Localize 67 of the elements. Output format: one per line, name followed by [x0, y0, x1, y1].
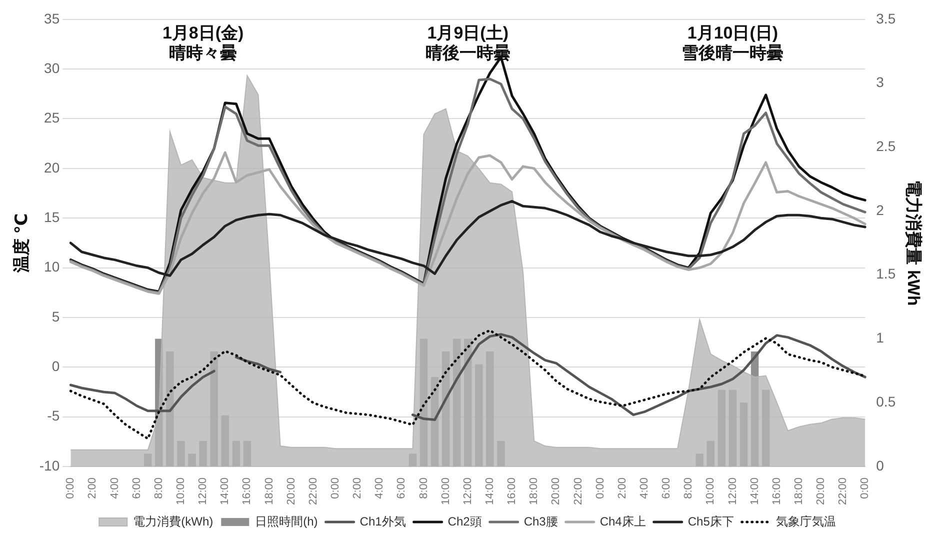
- x-tick-label: 6:00: [660, 477, 673, 499]
- y-tick-label: 30: [44, 60, 60, 76]
- x-tick-label: 4:00: [108, 477, 121, 499]
- legend-label: 気象庁気温: [776, 514, 836, 528]
- legend-label: 日照時間(h): [255, 514, 318, 528]
- y2-tick-label: 1: [876, 330, 884, 346]
- x-tick-label: 16:00: [506, 477, 518, 506]
- x-tick-label: 2:00: [616, 477, 628, 499]
- annotation: 1月10日(日) 雪後晴一時曇: [682, 24, 784, 63]
- legend-label: Ch5床下: [688, 514, 734, 528]
- y-tick-label: 0: [52, 358, 60, 374]
- x-tick-label: 22:00: [307, 477, 320, 506]
- x-tick-label: 18:00: [792, 477, 805, 506]
- y2-tick-label: 0.5: [876, 393, 896, 410]
- y-tick-label: 25: [44, 110, 60, 126]
- y2-tick-label: 0: [876, 457, 884, 474]
- x-tick-label: 0:00: [64, 477, 77, 499]
- y-tick-label: -5: [47, 408, 60, 424]
- y-tick-label: 35: [44, 10, 60, 26]
- x-tick-label: 2:00: [86, 477, 99, 499]
- y-tick-label: 20: [44, 159, 60, 176]
- annotation: 1月8日(金) 晴時々曇: [162, 24, 244, 63]
- y-tick-label: -10: [39, 457, 60, 474]
- y2-axis-title: 電力消費量 kWh: [904, 180, 924, 306]
- x-tick-label: 14:00: [219, 477, 232, 506]
- y2-tick-label: 2: [876, 202, 884, 218]
- x-tick-label: 12:00: [462, 477, 474, 506]
- y-tick-label: 15: [44, 208, 60, 225]
- x-tick-label: 18:00: [528, 477, 540, 506]
- legend-label: Ch4床上: [600, 514, 646, 528]
- x-tick-label: 2:00: [352, 477, 364, 499]
- y2-tick-label: 3: [876, 74, 884, 90]
- x-tick-label: 20:00: [285, 477, 298, 506]
- x-tick-label: 14:00: [484, 477, 496, 506]
- x-tick-label: 10:00: [440, 477, 452, 506]
- y-tick-label: 5: [52, 308, 60, 324]
- x-tick-label: 14:00: [748, 477, 761, 506]
- legend-label: Ch1外気: [360, 514, 406, 528]
- x-tick-label: 12:00: [726, 477, 739, 506]
- x-tick-label: 16:00: [241, 477, 254, 506]
- y-axis-title: 温度 ℃: [12, 213, 31, 274]
- legend-label: Ch2頭: [448, 514, 482, 528]
- y2-tick-label: 3.5: [876, 10, 896, 26]
- legend-label: 電力消費(kWh): [133, 514, 214, 528]
- x-tick-label: 18:00: [263, 477, 276, 506]
- x-tick-label: 4:00: [374, 477, 386, 499]
- x-tick-label: 20:00: [815, 477, 828, 506]
- x-tick-label: 0:00: [330, 477, 342, 499]
- x-tick-label: 6:00: [130, 477, 143, 499]
- x-tick-label: 8:00: [152, 477, 165, 499]
- legend-label: Ch3腰: [524, 514, 558, 528]
- x-tick-label: 20:00: [550, 477, 562, 506]
- x-tick-label: 10:00: [704, 477, 717, 506]
- x-tick-label: 0:00: [594, 477, 606, 499]
- x-tick-label: 12:00: [197, 477, 210, 506]
- y-tick-label: 10: [44, 258, 60, 275]
- x-tick-label: 8:00: [418, 477, 430, 499]
- x-tick-label: 4:00: [638, 477, 650, 499]
- y2-tick-label: 2.5: [876, 138, 896, 154]
- x-tick-label: 8:00: [682, 477, 695, 499]
- x-tick-label: 0:00: [859, 477, 872, 499]
- x-tick-label: 16:00: [770, 477, 783, 506]
- x-tick-label: 6:00: [396, 477, 408, 499]
- x-tick-label: 22:00: [837, 477, 850, 506]
- x-tick-label: 10:00: [175, 477, 188, 506]
- y2-tick-label: 1.5: [876, 266, 896, 282]
- x-tick-label: 22:00: [572, 477, 584, 506]
